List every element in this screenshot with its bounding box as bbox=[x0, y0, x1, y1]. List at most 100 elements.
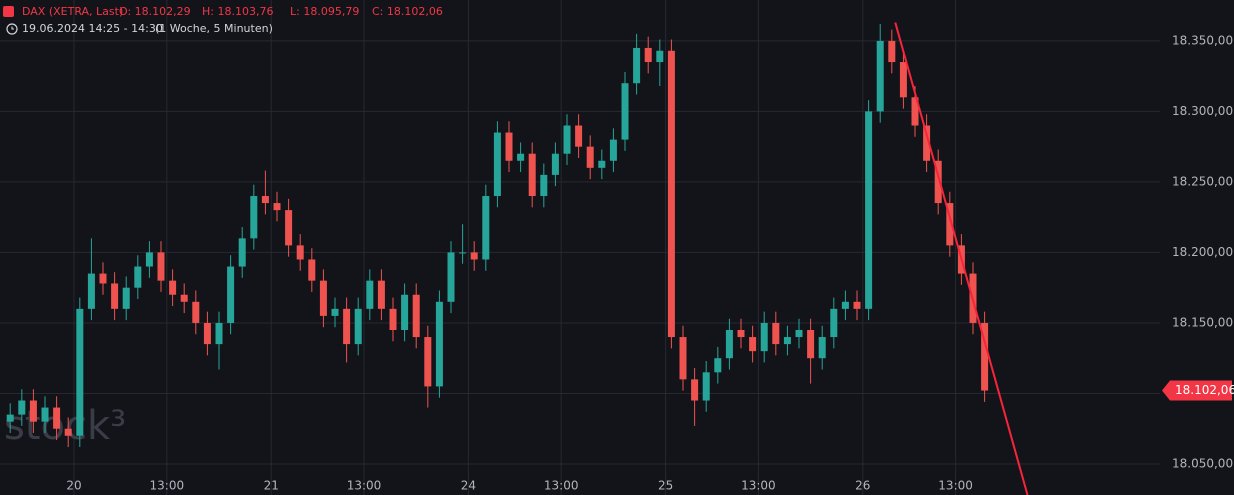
candle-body bbox=[331, 308, 339, 316]
candle-body bbox=[41, 407, 49, 422]
candle-body bbox=[157, 252, 165, 281]
open-value: O: 18.102,29 bbox=[119, 5, 191, 18]
trend-line bbox=[894, 22, 1029, 495]
candle-body bbox=[111, 283, 119, 309]
candle-body bbox=[354, 308, 362, 345]
candle-body bbox=[609, 139, 617, 161]
candle-body bbox=[412, 294, 420, 338]
candle-body bbox=[865, 111, 873, 309]
last-price-label: 18.102,06 bbox=[1175, 383, 1234, 397]
time-range: 19.06.2024 14:25 - 14:30 bbox=[22, 22, 163, 35]
candle-body bbox=[795, 330, 803, 338]
candle-body bbox=[772, 322, 780, 345]
candle-body bbox=[644, 47, 652, 63]
y-tick-label: 18.350,00 bbox=[1172, 33, 1233, 47]
x-tick-label: 24 bbox=[461, 479, 476, 493]
candle-body bbox=[725, 330, 733, 359]
candle-body bbox=[760, 322, 768, 352]
candle-body bbox=[343, 308, 351, 345]
clock-hands bbox=[11, 26, 14, 30]
candle-body bbox=[238, 238, 246, 267]
candle-body bbox=[99, 273, 107, 284]
candle-body bbox=[180, 294, 188, 302]
candles bbox=[6, 23, 989, 448]
candle-body bbox=[702, 372, 710, 401]
candle-body bbox=[505, 132, 513, 161]
candle-body bbox=[841, 301, 849, 309]
y-tick-label: 18.200,00 bbox=[1172, 245, 1233, 259]
y-tick-label: 18.150,00 bbox=[1172, 315, 1233, 329]
candle-body bbox=[29, 400, 37, 422]
candle-body bbox=[911, 97, 919, 126]
candle-body bbox=[435, 301, 443, 387]
candle-body bbox=[656, 50, 664, 63]
candle-body bbox=[203, 322, 211, 345]
candle-body bbox=[679, 337, 687, 380]
close-value: C: 18.102,06 bbox=[372, 5, 443, 18]
y-tick-label: 18.300,00 bbox=[1172, 104, 1233, 118]
grid bbox=[0, 0, 1160, 495]
x-tick-label: 26 bbox=[855, 479, 870, 493]
candle-body bbox=[749, 337, 757, 352]
x-tick-label: 13:00 bbox=[938, 479, 973, 493]
candle-body bbox=[876, 40, 884, 112]
candle-body bbox=[401, 294, 409, 330]
candle-body bbox=[424, 337, 432, 387]
candle-body bbox=[575, 125, 583, 147]
candle-body bbox=[285, 210, 293, 246]
symbol: DAX (XETRA, Last) bbox=[22, 5, 123, 18]
candle-body bbox=[76, 308, 84, 436]
candle-body bbox=[563, 125, 571, 154]
candle-body bbox=[946, 203, 954, 246]
candle-body bbox=[227, 266, 235, 323]
candle-body bbox=[122, 287, 130, 309]
x-tick-label: 13:00 bbox=[741, 479, 776, 493]
candle-body bbox=[87, 273, 95, 309]
candle-body bbox=[714, 358, 722, 373]
candle-body bbox=[470, 252, 478, 260]
x-tick-label: 13:00 bbox=[544, 479, 579, 493]
candle-body bbox=[853, 301, 861, 309]
candle-body bbox=[296, 245, 304, 260]
candle-body bbox=[53, 407, 61, 429]
candle-body bbox=[923, 125, 931, 161]
high-value: H: 18.103,76 bbox=[202, 5, 273, 18]
candle-body bbox=[64, 428, 72, 436]
candle-body bbox=[551, 153, 559, 175]
candle-body bbox=[192, 301, 200, 323]
candle-body bbox=[830, 308, 838, 338]
candle-body bbox=[261, 196, 269, 204]
candle-body bbox=[169, 280, 177, 295]
candle-body bbox=[459, 252, 467, 254]
candle-body bbox=[493, 132, 501, 197]
x-tick-label: 21 bbox=[264, 479, 279, 493]
candle-body bbox=[667, 50, 675, 338]
x-tick-label: 20 bbox=[66, 479, 81, 493]
candle-body bbox=[621, 83, 629, 140]
low-value: L: 18.095,79 bbox=[290, 5, 359, 18]
symbol-icon bbox=[3, 6, 14, 17]
candle-body bbox=[389, 308, 397, 330]
candle-body bbox=[540, 174, 548, 197]
x-tick-label: 13:00 bbox=[150, 479, 185, 493]
candle-body bbox=[319, 280, 327, 316]
y-tick-label: 18.250,00 bbox=[1172, 174, 1233, 188]
candle-body bbox=[308, 259, 316, 281]
candle-body bbox=[517, 153, 525, 161]
candle-body bbox=[598, 160, 606, 168]
candle-body bbox=[6, 414, 14, 422]
candle-body bbox=[377, 280, 385, 309]
candle-body bbox=[18, 400, 26, 415]
candle-body bbox=[888, 40, 896, 63]
candle-body bbox=[273, 203, 281, 211]
y-tick-label: 18.050,00 bbox=[1172, 456, 1233, 470]
candle-body bbox=[807, 330, 815, 359]
last-price-tag bbox=[1162, 380, 1232, 401]
candle-body bbox=[586, 146, 594, 168]
candle-body bbox=[215, 322, 223, 345]
candle-body bbox=[981, 322, 989, 391]
candle-body bbox=[934, 160, 942, 204]
candle-body bbox=[899, 62, 907, 98]
